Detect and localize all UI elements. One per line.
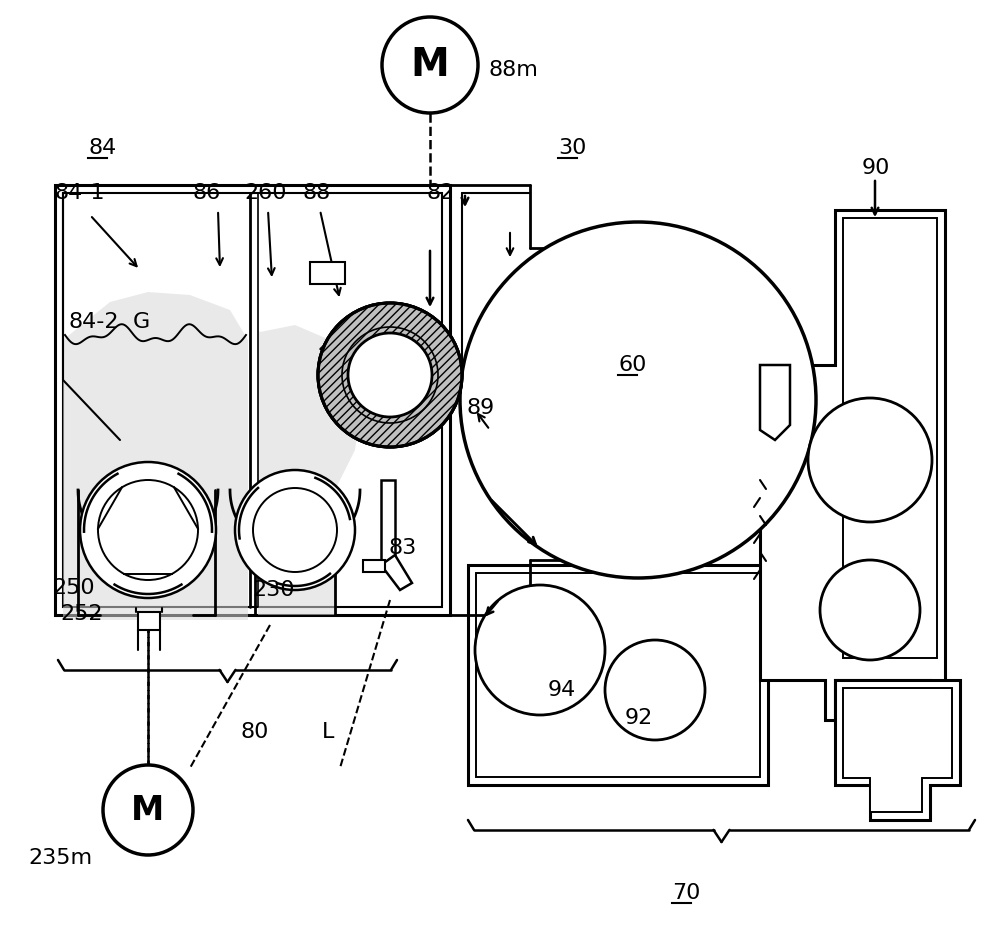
Text: M: M	[411, 46, 449, 84]
Text: 84-1: 84-1	[55, 183, 106, 203]
Polygon shape	[381, 555, 412, 590]
Text: 230: 230	[252, 580, 294, 600]
Text: 70: 70	[672, 883, 700, 903]
Polygon shape	[843, 688, 952, 812]
Text: 82: 82	[427, 183, 455, 203]
Text: L: L	[322, 722, 334, 742]
Text: 88: 88	[302, 183, 330, 203]
Bar	[468, 565, 768, 785]
Circle shape	[475, 585, 605, 715]
Circle shape	[348, 333, 432, 417]
Circle shape	[80, 462, 216, 598]
Bar	[843, 218, 937, 658]
Text: 80: 80	[240, 722, 268, 742]
Bar	[310, 262, 345, 284]
Circle shape	[382, 17, 478, 113]
Circle shape	[820, 560, 920, 660]
Bar	[381, 480, 395, 570]
Bar	[476, 573, 760, 777]
Polygon shape	[835, 680, 960, 820]
Text: 84: 84	[88, 138, 116, 158]
Text: 84-2: 84-2	[68, 312, 119, 332]
Text: 86: 86	[192, 183, 220, 203]
Circle shape	[605, 640, 705, 740]
Text: 89: 89	[467, 398, 495, 418]
Bar	[138, 612, 160, 630]
Text: 30: 30	[558, 138, 586, 158]
Bar	[55, 185, 450, 615]
Bar	[363, 560, 385, 572]
Circle shape	[98, 480, 198, 580]
Text: 92: 92	[625, 708, 653, 728]
Circle shape	[460, 222, 816, 578]
Text: 90: 90	[862, 158, 890, 178]
Text: M: M	[131, 794, 165, 827]
Text: G: G	[133, 312, 150, 332]
Bar	[63, 193, 442, 607]
Polygon shape	[760, 210, 945, 720]
Text: 94: 94	[548, 680, 576, 700]
Circle shape	[808, 398, 932, 522]
Circle shape	[253, 488, 337, 572]
Text: 83: 83	[388, 538, 416, 558]
Circle shape	[235, 470, 355, 590]
Circle shape	[318, 303, 462, 447]
Circle shape	[318, 303, 462, 447]
Polygon shape	[258, 325, 360, 615]
Text: 250: 250	[52, 578, 95, 598]
Text: 235m: 235m	[28, 848, 92, 868]
Text: 88m: 88m	[488, 60, 538, 80]
Polygon shape	[63, 292, 248, 620]
Circle shape	[103, 765, 193, 855]
Text: 252: 252	[60, 604, 103, 624]
Polygon shape	[760, 365, 790, 440]
Text: 260: 260	[244, 183, 287, 203]
Text: 60: 60	[618, 355, 646, 375]
